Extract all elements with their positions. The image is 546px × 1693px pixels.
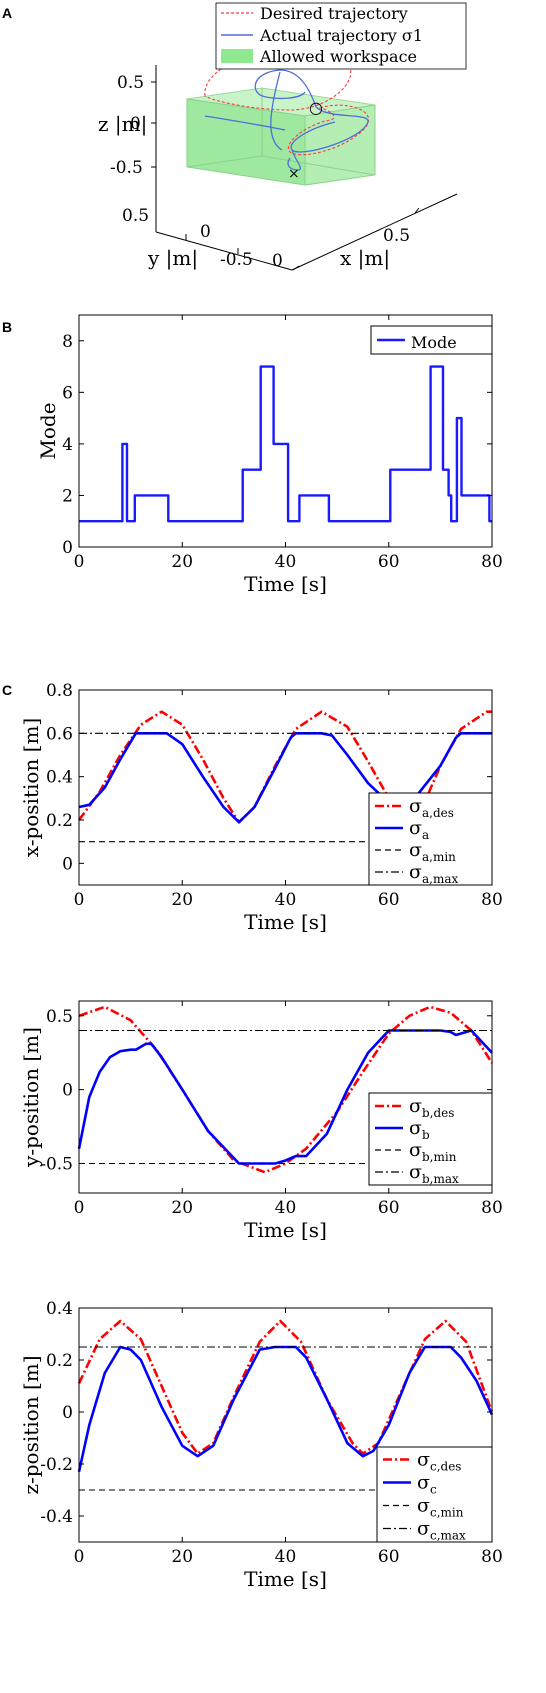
legend-label-2: σb,min <box>409 1139 457 1164</box>
end-marker: × <box>288 166 300 182</box>
y-axis-label: z-position [m] <box>19 1355 43 1494</box>
y-tick-label: 0 <box>62 854 73 874</box>
y-tick-label: 0.4 <box>46 768 73 788</box>
y-tick-1: 0 <box>200 222 211 242</box>
allowed-workspace-box <box>186 87 376 186</box>
y-tick-label: -0.2 <box>40 1455 73 1475</box>
y-tick-label: 0.8 <box>46 681 73 701</box>
x-axis-label: Time [s] <box>244 1567 327 1591</box>
x-axis-label: Time [s] <box>244 910 327 934</box>
y-axis-label: y |m| <box>147 246 198 271</box>
x-axis-label: Time [s] <box>244 1218 327 1242</box>
y-tick-label: 0.4 <box>46 1299 73 1319</box>
z-tick-2: -0.5 <box>110 158 143 178</box>
legend-label-1: σb <box>409 1117 430 1142</box>
x-tick-label: 20 <box>171 890 193 910</box>
x-tick-label: 80 <box>481 552 503 572</box>
y-tick-label: 0.2 <box>46 1351 73 1371</box>
y-tick-label: 0 <box>62 1403 73 1423</box>
y-tick-label: 8 <box>62 332 73 352</box>
z-position-plot: 0 20 40 60 80 -0.4 -0.2 0 0.2 0.4 Time [s] z-positi… <box>19 1299 503 1591</box>
legend-a-actual: Actual trajectory σ1 <box>259 26 423 45</box>
legend-label-3: σc,max <box>417 1518 466 1543</box>
y-tick-label: 4 <box>62 435 73 455</box>
z-tick-0: 0.5 <box>117 73 144 93</box>
x-tick-label: 40 <box>275 552 297 572</box>
y-tick-label: -0.5 <box>40 1154 73 1174</box>
y-axis-label: x-position [m] <box>19 718 43 857</box>
x-tick-label: 40 <box>275 890 297 910</box>
x-tick-label: 20 <box>171 1547 193 1567</box>
x-tick-label: 80 <box>481 1547 503 1567</box>
x-tick-label: 20 <box>171 1198 193 1218</box>
panel-a: A <box>2 2 467 271</box>
x-tick-label: 80 <box>481 890 503 910</box>
panel-letter-a: A <box>2 5 12 21</box>
z-axis-label: z |m| <box>98 112 147 137</box>
legend-label-1: σc <box>417 1472 437 1497</box>
x-tick-label: 40 <box>275 1547 297 1567</box>
legend-a-desired: Desired trajectory <box>260 4 408 23</box>
actual-trajectory-3d <box>204 69 369 171</box>
panel-c: C 0 20 40 60 80 0 0.2 0.4 0.6 0.8 Time [s] x-positi… <box>2 681 503 1591</box>
y-tick-0: 0.5 <box>122 206 149 226</box>
y-tick-label: 0.5 <box>46 1007 73 1027</box>
y-tick-label: 0.6 <box>46 724 73 744</box>
y-axis-line <box>155 231 293 271</box>
legend-label-2: σa,min <box>409 839 456 864</box>
x-tick-label: 60 <box>378 1198 400 1218</box>
legend-label-3: σa,max <box>409 861 458 886</box>
legend-box <box>368 792 493 886</box>
x-tick-label: 0 <box>74 1198 85 1218</box>
y-tick-label: 2 <box>62 486 73 506</box>
x-tick-label: 40 <box>275 1198 297 1218</box>
x-tick-label: 60 <box>378 1547 400 1567</box>
x-position-plot: 0 20 40 60 80 0 0.2 0.4 0.6 0.8 Time [s] x-position… <box>19 681 503 934</box>
y-tick-label: 0.2 <box>46 811 73 831</box>
panel-letter-b: B <box>2 319 12 335</box>
legend-label-0: σc,des <box>417 1449 461 1474</box>
legend-a: Desired trajectory Actual trajectory σ1 … <box>215 2 467 70</box>
x-tick-label: 60 <box>378 552 400 572</box>
3d-axes-frame <box>151 65 458 271</box>
y-tick-label: 0 <box>62 538 73 558</box>
y-tick-label: 0 <box>62 1081 73 1101</box>
legend-label-0: σa,des <box>409 795 454 820</box>
x-tick-1: 0.5 <box>383 226 410 246</box>
x-axis-label: Time [s] <box>244 572 327 596</box>
y-tick-label: -0.4 <box>40 1507 73 1527</box>
legend-label-2: σc,min <box>417 1495 464 1520</box>
mode-plot: 0 20 40 60 80 0 2 4 6 8 Time [s] Mode Mode <box>36 314 503 596</box>
legend-box <box>368 1092 493 1186</box>
legend-label-0: σb,des <box>409 1095 454 1120</box>
y-position-plot: 0 20 40 60 80 -0.5 0 0.5 Time [s] y-position [m] σ… <box>19 1000 503 1242</box>
x-axis-line <box>291 193 458 271</box>
panel-b: B 0 20 40 60 80 0 2 4 6 8 Time [s] Mode Mode <box>2 314 503 596</box>
x-tick-label: 60 <box>378 890 400 910</box>
legend-label-3: σb,max <box>409 1161 459 1186</box>
legend-label-0: Mode <box>411 333 457 352</box>
start-marker: ○ <box>309 98 323 117</box>
legend-a-workspace: Allowed workspace <box>259 47 417 66</box>
series-line-0 <box>77 1319 494 1455</box>
z-tick-1: 0 <box>130 114 141 134</box>
x-axis-label: x |m| <box>340 246 390 271</box>
x-tick-label: 20 <box>171 552 193 572</box>
legend-label-1: σa <box>409 817 429 842</box>
y-tick-2: -0.5 <box>220 250 253 270</box>
x-tick-label: 80 <box>481 1198 503 1218</box>
x-tick-label: 0 <box>74 1547 85 1567</box>
x-tick-label: 0 <box>74 890 85 910</box>
y-axis-label: y-position [m] <box>19 1027 43 1168</box>
legend-box <box>376 1446 493 1543</box>
x-tick-0: 0 <box>272 251 283 271</box>
y-axis-label: Mode <box>36 402 60 459</box>
x-tick-label: 0 <box>74 552 85 572</box>
y-tick-label: 6 <box>62 383 73 403</box>
series-line-0 <box>79 365 492 523</box>
panel-letter-c: C <box>2 682 12 698</box>
